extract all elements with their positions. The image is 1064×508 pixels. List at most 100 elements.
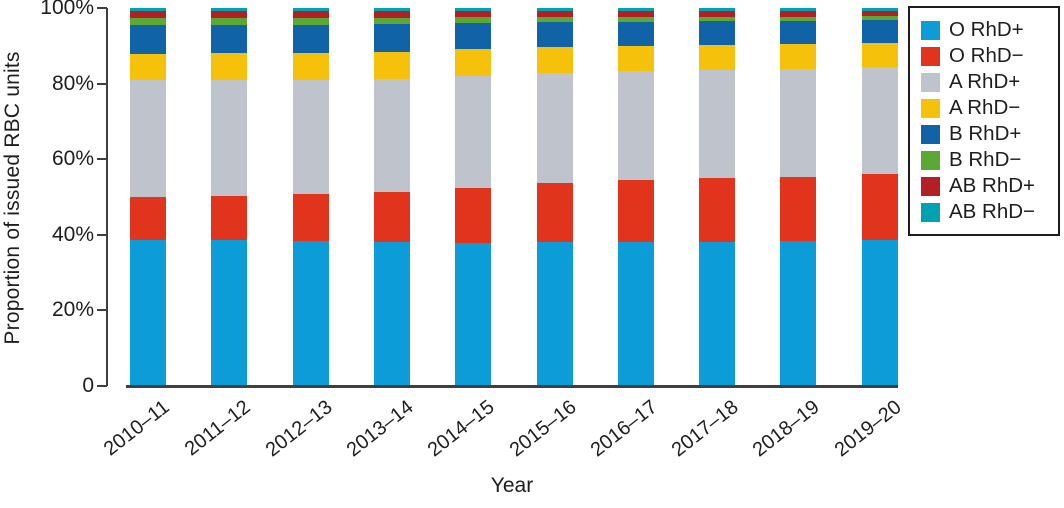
bar-segment-o-rhd- — [861, 173, 898, 241]
bar-segment-b-rhd- — [861, 16, 898, 20]
bar-segment-o-rhd- — [211, 195, 248, 241]
bar-segment-a-rhd- — [211, 53, 248, 80]
y-tick-label: 40% — [51, 222, 94, 246]
y-axis-title: Proportion of issued RBC units — [1, 51, 24, 345]
legend-swatch — [921, 98, 940, 118]
y-tick-mark — [97, 7, 107, 9]
y-tick-mark — [97, 385, 107, 387]
bar-segment-b-rhdpos — [211, 24, 248, 54]
legend-label: AB RhD+ — [949, 174, 1036, 197]
bar-segment-ab-rhdpos — [536, 11, 573, 17]
legend: O RhD+ O RhD− A RhD+ A RhD− B RhD+ B RhD− AB R… — [908, 6, 1060, 236]
bar-segment-ab-rhd- — [455, 8, 492, 12]
legend-item-o-rhdpos: O RhD+ — [921, 17, 1052, 43]
bar-segment-ab-rhd- — [699, 8, 736, 12]
y-tick-label: 20% — [51, 298, 94, 322]
bar-segment-b-rhdpos — [780, 20, 817, 45]
bar-2014–15 — [455, 8, 492, 386]
bar-segment-o-rhd- — [455, 187, 492, 243]
y-tick-mark — [97, 233, 107, 236]
bar-segment-o-rhdpos — [536, 242, 573, 386]
bar-2019–20 — [861, 8, 898, 386]
bar-2013–14 — [373, 8, 410, 386]
bar-segment-b-rhdpos — [861, 19, 898, 43]
bar-segment-b-rhd- — [292, 18, 329, 25]
bar-segment-ab-rhdpos — [617, 11, 654, 17]
bar-segment-a-rhdpos — [780, 68, 817, 177]
legend-item-ab-rhdpos: AB RhD+ — [921, 173, 1052, 199]
y-tick-label: 80% — [51, 71, 94, 95]
bar-segment-a-rhd- — [292, 52, 329, 81]
y-tick-mark — [97, 82, 107, 85]
bar-segment-b-rhd- — [455, 17, 492, 23]
legend-item-a-rhd-: A RhD− — [921, 95, 1052, 121]
bar-segment-ab-rhdpos — [292, 11, 329, 19]
bar-segment-a-rhdpos — [455, 76, 492, 188]
bar-segment-a-rhdpos — [617, 70, 654, 181]
bar-segment-ab-rhd- — [292, 8, 329, 12]
legend-swatch — [921, 20, 940, 40]
bar-segment-ab-rhdpos — [861, 10, 898, 16]
bar-segment-b-rhdpos — [536, 22, 573, 47]
bar-segment-b-rhdpos — [455, 22, 492, 49]
legend-label: B RhD+ — [949, 122, 1022, 145]
x-axis-line — [126, 385, 898, 388]
bar-segment-o-rhd- — [373, 192, 410, 242]
legend-item-o-rhd-: O RhD− — [921, 43, 1052, 69]
bar-2011–12 — [211, 8, 248, 386]
bar-segment-b-rhdpos — [617, 21, 654, 46]
bar-segment-ab-rhd- — [780, 8, 817, 12]
bar-2012–13 — [292, 8, 329, 386]
bar-segment-o-rhd- — [292, 194, 329, 242]
bar-segment-a-rhd- — [699, 45, 736, 70]
y-tick-mark — [97, 309, 107, 312]
bar-segment-ab-rhdpos — [455, 11, 492, 18]
legend-label: O RhD− — [949, 44, 1024, 67]
bar-2017–18 — [699, 8, 736, 386]
bar-segment-b-rhd- — [617, 16, 654, 22]
bar-segment-a-rhdpos — [861, 66, 898, 174]
bar-segment-b-rhd- — [699, 16, 736, 22]
bar-segment-o-rhd- — [536, 183, 573, 243]
bar-segment-a-rhd- — [373, 51, 410, 80]
bar-segment-a-rhdpos — [373, 79, 410, 193]
bar-segment-o-rhdpos — [617, 241, 654, 386]
bar-segment-b-rhd- — [211, 18, 248, 25]
bar-segment-b-rhdpos — [130, 25, 166, 55]
bar-segment-ab-rhd- — [373, 8, 410, 12]
bar-segment-o-rhdpos — [861, 240, 898, 386]
bar-segment-o-rhd- — [130, 197, 166, 241]
bar-segment-ab-rhdpos — [373, 11, 410, 19]
bar-segment-ab-rhdpos — [130, 11, 166, 19]
bar-segment-b-rhd- — [780, 16, 817, 21]
bar-segment-o-rhdpos — [455, 242, 492, 386]
bar-segment-o-rhdpos — [211, 240, 248, 386]
x-axis-title: Year — [490, 474, 534, 497]
bar-segment-o-rhd- — [780, 176, 817, 242]
y-tick-label: 100% — [40, 0, 94, 19]
bar-segment-b-rhdpos — [699, 21, 736, 46]
bar-segment-b-rhd- — [373, 18, 410, 25]
legend-item-ab-rhd-: AB RhD− — [921, 199, 1052, 225]
bar-segment-o-rhdpos — [130, 240, 166, 386]
bar-segment-a-rhdpos — [699, 69, 736, 179]
bar-segment-a-rhd- — [455, 48, 492, 77]
bar-segment-a-rhdpos — [130, 79, 166, 198]
legend-item-b-rhdpos: B RhD+ — [921, 121, 1052, 147]
bar-segment-a-rhd- — [861, 42, 898, 67]
bar-segment-ab-rhdpos — [780, 11, 817, 17]
bar-segment-o-rhd- — [617, 180, 654, 242]
bar-2015–16 — [536, 8, 573, 386]
legend-label: O RhD+ — [949, 18, 1024, 41]
bar-segment-ab-rhd- — [130, 8, 166, 12]
legend-item-b-rhd-: B RhD− — [921, 147, 1052, 173]
legend-item-a-rhdpos: A RhD+ — [921, 69, 1052, 95]
bar-segment-a-rhdpos — [536, 73, 573, 184]
bar-segment-o-rhd- — [699, 178, 736, 242]
bar-segment-a-rhd- — [780, 44, 817, 69]
legend-label: A RhD− — [949, 96, 1021, 119]
y-tick-label: 60% — [51, 147, 94, 171]
bar-segment-a-rhd- — [617, 45, 654, 71]
bar-segment-o-rhdpos — [292, 241, 329, 386]
